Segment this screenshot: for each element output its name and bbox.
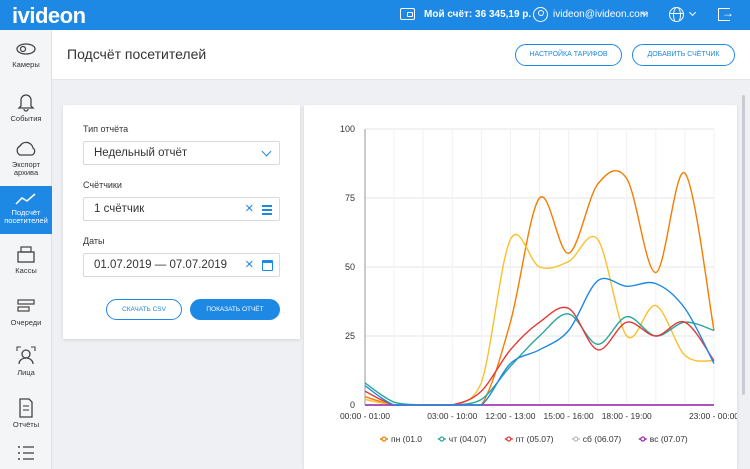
sidebar-item-label: Подсчёт посетителей: [4, 208, 48, 225]
counters-label: Счётчики: [83, 180, 122, 190]
y-tick-label: 25: [345, 331, 355, 341]
legend-label: сб (06.07): [583, 434, 622, 444]
chevron-down-icon[interactable]: [688, 8, 697, 17]
sidebar-item-archive-export[interactable]: Экспорт архива: [0, 136, 52, 186]
queue-icon: [17, 299, 35, 312]
sidebar-item-label: Экспорт архива: [11, 160, 41, 177]
scrollbar[interactable]: [742, 95, 745, 395]
legend-label: вс (07.07): [650, 434, 688, 444]
series-line: [364, 277, 715, 406]
visitors-line-chart: 0 25 50 75 100 00:00 - 01:00 03:00 - 10:00 12:0…: [340, 124, 737, 444]
sidebar-item-queues[interactable]: Очереди: [0, 292, 52, 336]
x-tick-label: 18:00 - 19:00: [602, 411, 652, 421]
chevron-down-icon[interactable]: [261, 146, 272, 157]
sidebar-item-cash-registers[interactable]: Кассы: [0, 240, 52, 284]
camera-icon: [16, 43, 36, 55]
sidebar-item-label: Очереди: [10, 318, 42, 327]
cash-register-icon: [17, 246, 35, 263]
report-type-label: Тип отчёта: [83, 124, 129, 134]
tariff-settings-button[interactable]: НАСТРОЙКА ТАРИФОВ: [515, 44, 622, 66]
sidebar-item-label: Лица: [17, 368, 35, 377]
dates-label: Даты: [83, 236, 105, 246]
visitors-chart-card: 0 25 50 75 100 00:00 - 01:00 03:00 - 10:00 12:0…: [304, 105, 737, 469]
top-bar: ivideon Мой счёт: 36 345,19 р. ivideon@i…: [0, 0, 750, 30]
sidebar-item-events[interactable]: События: [0, 88, 52, 128]
counters-value: 1 счётчик: [94, 203, 145, 215]
y-tick-label: 100: [340, 124, 355, 134]
legend-marker: [640, 436, 646, 442]
sidebar-item-label: Камеры: [12, 60, 40, 69]
sidebar: Камеры События Экспорт архива Подсчёт по…: [0, 30, 52, 469]
add-counter-button[interactable]: ДОБАВИТЬ СЧЁТЧИК: [632, 44, 735, 66]
date-range-value: 01.07.2019 — 07.07.2019: [94, 259, 228, 271]
cloud-icon: [16, 141, 36, 156]
user-icon[interactable]: [533, 7, 548, 22]
legend-marker: [381, 436, 387, 442]
wallet-icon[interactable]: [400, 8, 415, 20]
face-icon: [16, 346, 36, 365]
legend-label: чт (04.07): [449, 434, 487, 444]
menu-list-icon: [18, 446, 34, 460]
legend-label: пн (01.0: [391, 434, 422, 444]
sidebar-item-label: Кассы: [15, 266, 37, 275]
calendar-icon[interactable]: [262, 260, 273, 271]
user-email[interactable]: ivideon@ivideon.com: [553, 9, 649, 20]
report-type-value: Недельный отчёт: [94, 147, 188, 159]
sidebar-item-cameras[interactable]: Камеры: [0, 36, 52, 80]
clear-icon[interactable]: ✕: [244, 203, 254, 215]
x-tick-label: 12:00 - 13:00: [485, 411, 535, 421]
sidebar-item-label: События: [10, 114, 42, 123]
sidebar-item-more[interactable]: [0, 444, 52, 466]
x-tick-label: 00:00 - 01:00: [340, 411, 390, 421]
report-type-select[interactable]: Недельный отчёт: [83, 141, 280, 165]
account-balance[interactable]: Мой счёт: 36 345,19 р.: [424, 9, 532, 20]
x-tick-label: 03:00 - 10:00: [427, 411, 477, 421]
y-tick-label: 50: [345, 262, 355, 272]
report-icon: [19, 398, 33, 418]
bell-icon: [17, 94, 35, 112]
legend-marker: [573, 436, 579, 442]
page-header: Подсчёт посетителей НАСТРОЙКА ТАРИФОВ ДО…: [52, 30, 750, 80]
legend-marker: [506, 436, 512, 442]
counters-field[interactable]: 1 счётчик ✕: [83, 197, 280, 221]
legend-marker: [439, 436, 445, 442]
x-tick-label: 15:00 - 16:00: [544, 411, 594, 421]
globe-icon[interactable]: [669, 7, 684, 22]
legend-label: пт (05.07): [516, 434, 554, 444]
visitors-chart-icon: [15, 193, 36, 205]
ivideon-logo[interactable]: ivideon: [12, 3, 86, 28]
y-tick-label: 0: [350, 400, 355, 410]
clear-icon[interactable]: ✕: [244, 259, 254, 271]
y-tick-label: 75: [345, 193, 355, 203]
list-icon[interactable]: [262, 205, 272, 215]
page-title: Подсчёт посетителей: [67, 46, 207, 62]
sidebar-item-faces[interactable]: Лица: [0, 342, 52, 386]
download-csv-button[interactable]: СКАЧАТЬ CSV: [106, 299, 182, 320]
sidebar-item-label: Отчёты: [12, 420, 40, 429]
date-range-field[interactable]: 01.07.2019 — 07.07.2019 ✕: [83, 253, 280, 277]
report-settings-panel: Тип отчёта Недельный отчёт Счётчики 1 сч…: [63, 105, 300, 339]
logout-icon[interactable]: [718, 6, 734, 21]
x-tick-label: 23:00 - 00:00: [689, 411, 737, 421]
sidebar-item-visitor-counting[interactable]: Подсчёт посетителей: [0, 186, 52, 234]
show-report-button[interactable]: ПОКАЗАТЬ ОТЧЁТ: [190, 299, 280, 320]
sidebar-item-reports[interactable]: Отчёты: [0, 394, 52, 438]
